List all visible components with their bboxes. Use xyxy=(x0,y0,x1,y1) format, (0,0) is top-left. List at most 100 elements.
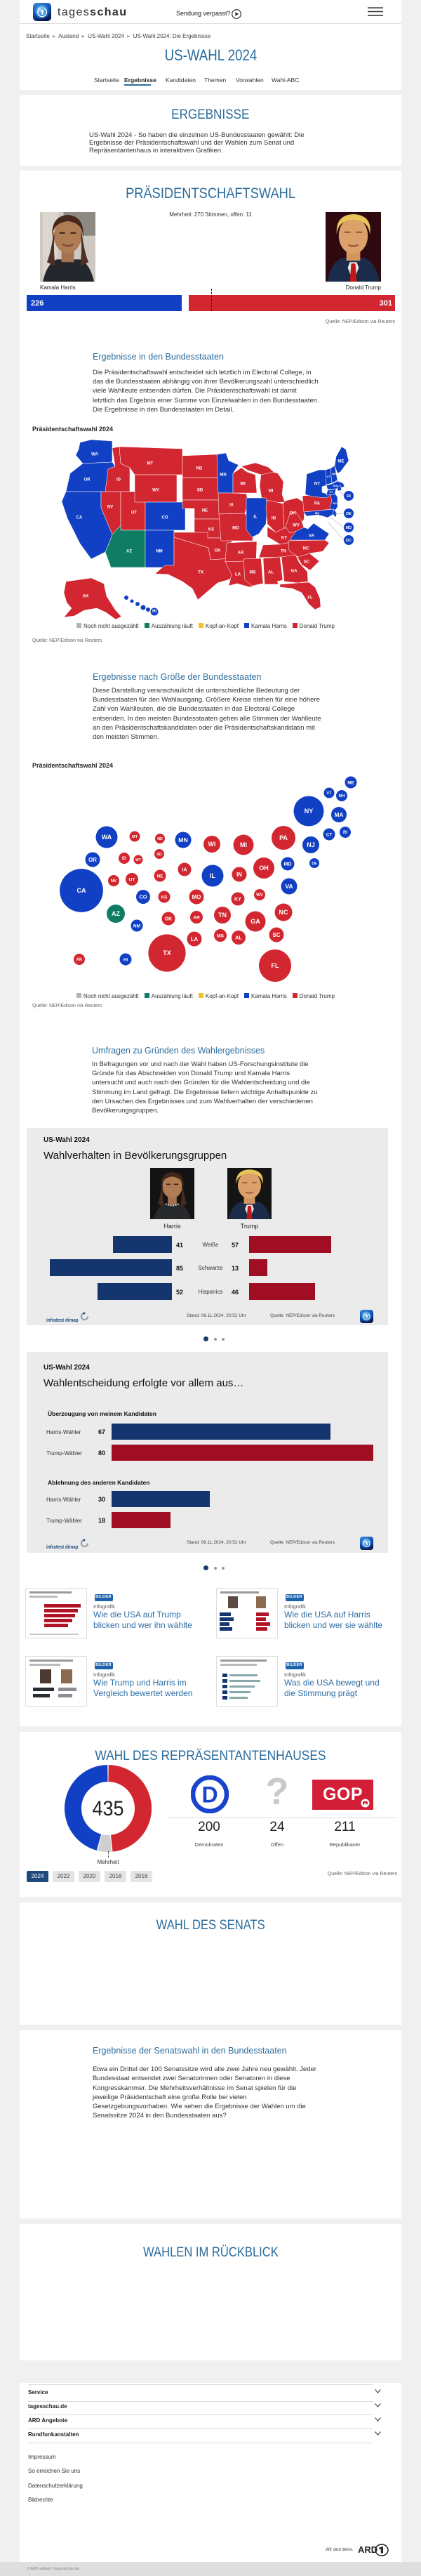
svg-text:OR: OR xyxy=(88,857,97,863)
svg-text:WY: WY xyxy=(135,858,142,862)
svg-text:NV: NV xyxy=(111,879,116,883)
svg-text:NC: NC xyxy=(303,546,309,551)
svg-text:MD: MD xyxy=(283,862,291,867)
svg-text:NE: NE xyxy=(202,508,208,513)
svg-text:MO: MO xyxy=(232,526,239,530)
svg-text:KY: KY xyxy=(234,897,241,902)
svg-text:OR: OR xyxy=(84,478,91,482)
svg-text:NY: NY xyxy=(314,482,320,486)
svg-text:AL: AL xyxy=(268,570,274,574)
svg-text:SC: SC xyxy=(273,932,281,938)
svg-text:HI: HI xyxy=(152,610,156,614)
svg-text:TX: TX xyxy=(198,570,203,574)
svg-text:WY: WY xyxy=(152,488,159,492)
svg-text:PA: PA xyxy=(279,834,288,841)
svg-text:VA: VA xyxy=(309,534,315,538)
svg-text:IN: IN xyxy=(236,872,242,878)
svg-text:FL: FL xyxy=(307,596,313,600)
svg-text:RI: RI xyxy=(343,831,347,835)
svg-text:TN: TN xyxy=(281,549,286,553)
svg-text:ND: ND xyxy=(157,837,163,841)
svg-text:MS: MS xyxy=(217,933,225,938)
svg-text:ME: ME xyxy=(338,459,345,464)
svg-text:AZ: AZ xyxy=(126,549,132,553)
svg-text:MT: MT xyxy=(132,835,138,839)
svg-text:IN: IN xyxy=(272,516,276,520)
svg-text:VT: VT xyxy=(326,791,332,796)
svg-text:CO: CO xyxy=(162,515,168,520)
svg-text:MN: MN xyxy=(178,836,187,843)
svg-text:D: D xyxy=(201,1782,218,1808)
svg-text:CO: CO xyxy=(139,894,147,900)
svg-text:AL: AL xyxy=(235,935,242,941)
svg-text:LA: LA xyxy=(191,936,199,942)
svg-text:MA: MA xyxy=(333,484,338,487)
svg-text:AR: AR xyxy=(238,551,244,555)
svg-text:ID: ID xyxy=(116,478,121,482)
svg-text:NM: NM xyxy=(156,549,162,553)
svg-text:DC: DC xyxy=(346,539,352,543)
svg-text:ME: ME xyxy=(347,780,354,785)
svg-text:RI: RI xyxy=(347,494,351,499)
svg-text:OH: OH xyxy=(259,865,269,872)
svg-text:UT: UT xyxy=(131,511,137,515)
svg-text:SC: SC xyxy=(304,560,310,564)
svg-text:MS: MS xyxy=(250,570,256,574)
svg-text:AR: AR xyxy=(193,915,200,920)
svg-text:WA: WA xyxy=(102,834,112,841)
svg-text:WA: WA xyxy=(91,452,98,456)
svg-text:IA: IA xyxy=(229,503,234,507)
svg-text:KY: KY xyxy=(281,536,287,540)
svg-text:IL: IL xyxy=(253,515,258,519)
svg-text:KS: KS xyxy=(208,527,214,532)
svg-text:VT: VT xyxy=(326,475,330,478)
svg-text:CT: CT xyxy=(329,490,333,494)
svg-text:MD: MD xyxy=(315,511,319,515)
svg-text:AZ: AZ xyxy=(112,910,120,917)
svg-text:OK: OK xyxy=(215,548,222,553)
svg-text:NH: NH xyxy=(339,794,345,799)
svg-text:MI: MI xyxy=(269,489,274,493)
svg-text:IA: IA xyxy=(182,867,187,873)
svg-text:KS: KS xyxy=(161,895,168,900)
svg-text:AK: AK xyxy=(83,594,89,598)
svg-text:AK: AK xyxy=(76,958,83,962)
svg-text:NV: NV xyxy=(107,505,113,509)
svg-text:PA: PA xyxy=(314,501,321,506)
svg-text:NY: NY xyxy=(305,808,314,815)
svg-text:CT: CT xyxy=(326,832,333,837)
svg-text:WI: WI xyxy=(208,841,216,848)
svg-text:MT: MT xyxy=(147,461,154,466)
svg-text:GA: GA xyxy=(250,918,260,925)
svg-text:NC: NC xyxy=(279,909,288,916)
svg-text:IL: IL xyxy=(210,872,216,879)
svg-text:CA: CA xyxy=(77,887,86,894)
svg-text:NH: NH xyxy=(332,472,336,475)
svg-text:NM: NM xyxy=(133,924,140,928)
svg-text:MN: MN xyxy=(220,473,226,477)
svg-text:OH: OH xyxy=(290,511,296,515)
svg-text:TN: TN xyxy=(218,912,227,919)
svg-text:WI: WI xyxy=(240,482,246,486)
svg-text:MA: MA xyxy=(335,812,344,818)
svg-text:ID: ID xyxy=(122,857,127,861)
svg-text:OK: OK xyxy=(165,916,173,922)
svg-text:VA: VA xyxy=(285,883,293,890)
svg-text:NJ: NJ xyxy=(333,501,336,505)
svg-text:MI: MI xyxy=(240,841,247,848)
svg-text:NE: NE xyxy=(157,874,163,879)
svg-text:WV: WV xyxy=(293,523,300,527)
svg-text:GA: GA xyxy=(291,569,298,573)
svg-text:UT: UT xyxy=(129,877,136,882)
svg-text:CA: CA xyxy=(76,515,83,520)
svg-text:MO: MO xyxy=(192,894,201,900)
svg-text:DE: DE xyxy=(346,512,352,516)
svg-text:DE: DE xyxy=(312,862,317,866)
svg-text:HI: HI xyxy=(123,957,128,962)
svg-text:SD: SD xyxy=(156,853,162,857)
svg-text:LA: LA xyxy=(235,572,241,577)
svg-text:FL: FL xyxy=(272,962,279,969)
svg-text:SD: SD xyxy=(197,488,203,492)
svg-text:NJ: NJ xyxy=(307,841,315,848)
svg-text:MD: MD xyxy=(346,526,352,530)
